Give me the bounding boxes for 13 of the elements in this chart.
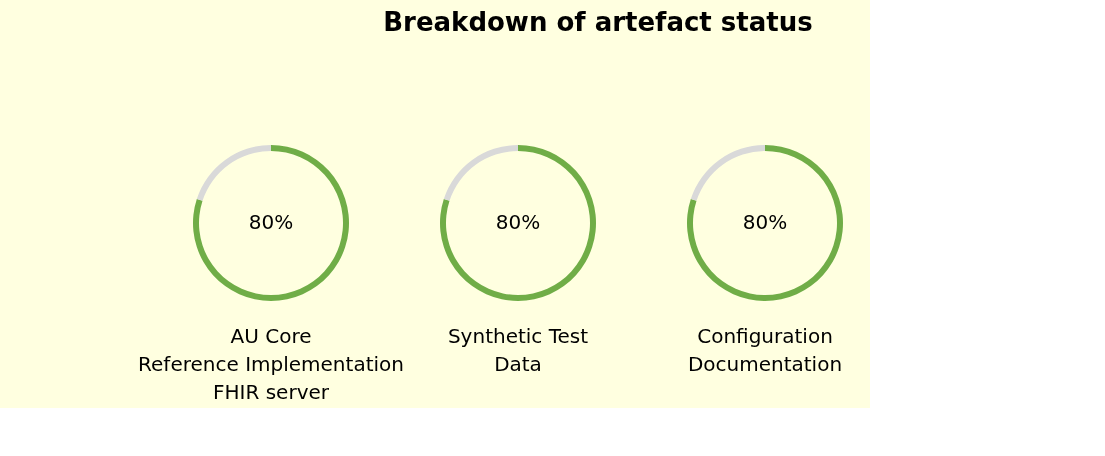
chart-title: Breakdown of artefact status bbox=[383, 7, 813, 37]
text: Configuration Documentation bbox=[687, 324, 843, 376]
data-label: 80% bbox=[495, 210, 541, 234]
donut-slice bbox=[440, 145, 596, 301]
data-label: 80% bbox=[248, 210, 294, 234]
text: AU Core Reference Implementation FHIR server bbox=[138, 324, 404, 404]
text: Synthetic Test Data bbox=[447, 324, 589, 376]
donut-slice bbox=[690, 145, 765, 201]
donut-slice bbox=[443, 145, 518, 201]
data-label: 80% bbox=[742, 210, 788, 234]
donut-slice bbox=[196, 145, 271, 201]
donut-slice bbox=[193, 145, 349, 301]
donut-slice bbox=[687, 145, 843, 301]
